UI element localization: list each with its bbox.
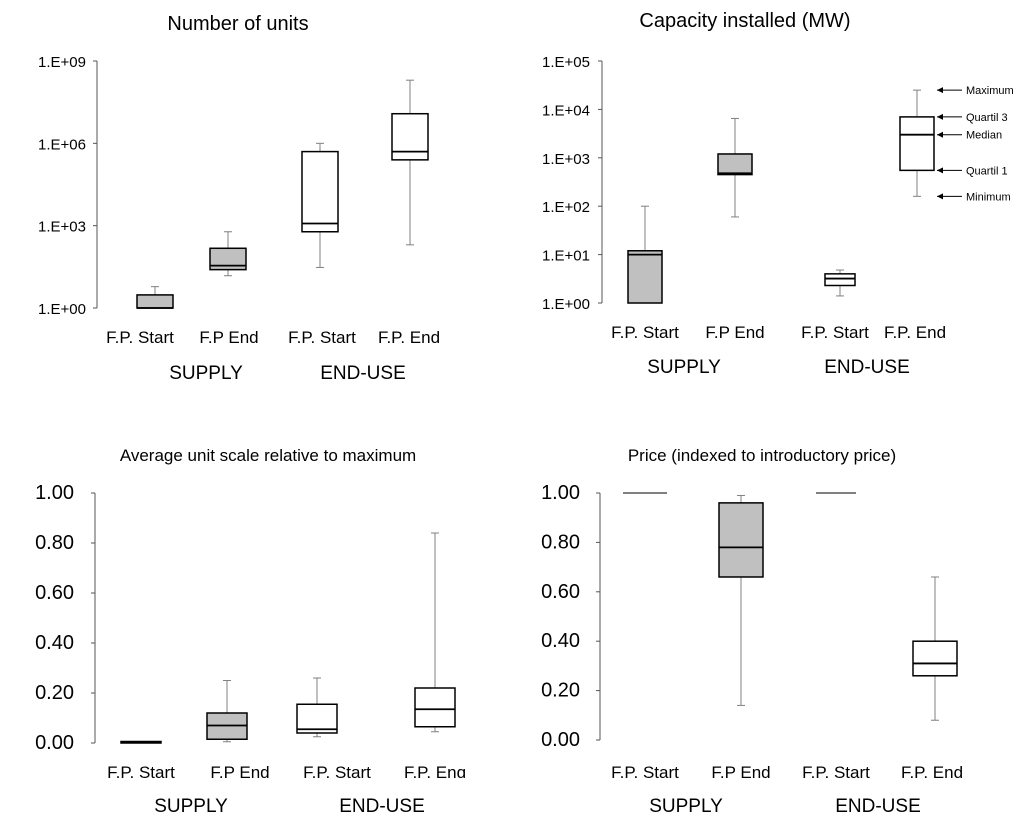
y-tick-label: 0.80 (35, 532, 74, 554)
y-tick-label: 0.60 (35, 582, 74, 604)
annotation-label: Median (966, 130, 1002, 142)
category-label: F.P. Start (611, 323, 679, 342)
box-iqr (301, 150, 339, 233)
category-label: F.P. Start (106, 328, 174, 347)
y-tick-label: 0.40 (541, 630, 580, 652)
box-iqr (912, 640, 958, 677)
box-iqr (391, 112, 429, 161)
y-tick-label: 0.00 (35, 732, 74, 754)
y-tick-label: 1.E+01 (542, 248, 590, 265)
category-label: F.P. End (378, 328, 440, 347)
y-tick-label: 0.80 (541, 531, 580, 553)
y-tick-label: 1.E+04 (542, 102, 590, 119)
y-tick-label: 0.00 (541, 729, 580, 751)
box-iqr (718, 502, 764, 578)
category-label: F.P. Start (802, 763, 870, 782)
category-label: F.P. Start (107, 763, 175, 782)
box-iqr (717, 153, 753, 176)
category-label: F.P. Start (288, 328, 356, 347)
y-tick-label: 0.40 (35, 632, 74, 654)
group-label: SUPPLY (154, 796, 228, 817)
group-label: END-USE (320, 363, 406, 384)
category-label: F.P End (199, 328, 258, 347)
annotation-arrowhead (937, 193, 943, 200)
box-iqr (209, 247, 247, 271)
group-label: SUPPLY (647, 357, 721, 378)
category-label: F.P. End (901, 763, 963, 782)
category-label: F.P. Start (801, 323, 869, 342)
category-label: F.P End (711, 763, 770, 782)
annotation-label: Minimum (966, 191, 1011, 203)
group-label: END-USE (824, 357, 910, 378)
category-label: F.P. Start (303, 763, 371, 782)
category-label: F.P End (210, 763, 269, 782)
y-tick-label: 0.20 (35, 682, 74, 704)
category-label: F.P. Enɑ (404, 763, 466, 782)
group-label: SUPPLY (649, 796, 723, 817)
annotation-label: Maximum (966, 85, 1014, 97)
group-label: END-USE (835, 796, 921, 817)
category-label: F.P. Start (611, 763, 679, 782)
y-tick-label: 1.E+00 (542, 296, 590, 313)
chart-title: Capacity installed (MW) (639, 10, 850, 32)
y-tick-label: 0.20 (541, 680, 580, 702)
y-tick-label: 1.E+03 (38, 219, 86, 236)
y-tick-label: 1.E+02 (542, 199, 590, 216)
y-tick-label: 1.00 (35, 482, 74, 504)
chart-title: Average unit scale relative to maximum (120, 446, 416, 465)
category-label: F.P End (705, 323, 764, 342)
y-tick-label: 1.E+05 (542, 54, 590, 71)
annotation-arrowhead (937, 87, 943, 94)
annotation-arrowhead (937, 131, 943, 138)
annotation-arrowhead (937, 113, 943, 120)
box-iqr (136, 294, 174, 309)
group-label: SUPPLY (169, 363, 243, 384)
y-tick-label: 1.E+09 (38, 54, 86, 71)
y-tick-label: 1.E+03 (542, 151, 590, 168)
box-iqr (899, 116, 935, 172)
group-label: END-USE (339, 796, 425, 817)
y-tick-label: 1.E+06 (38, 136, 86, 153)
y-tick-label: 1.E+00 (38, 301, 86, 318)
box-iqr (824, 273, 856, 287)
annotation-arrowhead (937, 167, 943, 174)
box-iqr (414, 687, 456, 728)
chart-title: Number of units (167, 13, 308, 35)
y-tick-label: 0.60 (541, 581, 580, 603)
box-iqr (627, 250, 663, 304)
category-label: F.P. End (884, 323, 946, 342)
annotation-label: Quartil 1 (966, 165, 1008, 177)
chart-title: Price (indexed to introductory price) (628, 446, 896, 465)
box-iqr (296, 703, 338, 734)
annotation-label: Quartil 3 (966, 112, 1008, 124)
y-tick-label: 1.00 (541, 482, 580, 504)
